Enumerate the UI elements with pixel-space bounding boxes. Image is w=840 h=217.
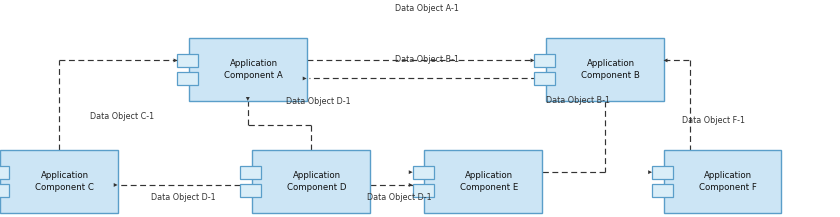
Bar: [652, 166, 673, 179]
Text: Application
Component F: Application Component F: [700, 171, 757, 192]
Text: Data Object D-1: Data Object D-1: [151, 193, 215, 202]
Text: Application
Component A: Application Component A: [224, 59, 283, 80]
Bar: [240, 184, 261, 197]
Bar: [664, 150, 781, 213]
Bar: [177, 54, 198, 67]
Bar: [652, 184, 673, 197]
Text: Data Object F-1: Data Object F-1: [682, 115, 745, 125]
Bar: [424, 150, 542, 213]
Bar: [252, 150, 370, 213]
Text: Data Object D-1: Data Object D-1: [286, 97, 350, 107]
Text: Application
Component D: Application Component D: [287, 171, 346, 192]
Bar: [189, 38, 307, 101]
Bar: [546, 38, 664, 101]
Bar: [0, 150, 118, 213]
Bar: [534, 54, 555, 67]
Text: Data Object A-1: Data Object A-1: [395, 4, 459, 13]
Bar: [177, 72, 198, 85]
Text: Data Object B-1: Data Object B-1: [546, 96, 610, 105]
Bar: [0, 166, 9, 179]
Text: Data Object C-1: Data Object C-1: [90, 112, 154, 121]
Text: Data Object D-1: Data Object D-1: [367, 193, 431, 202]
Text: Application
Component E: Application Component E: [459, 171, 518, 192]
Text: Data Object B-1: Data Object B-1: [395, 54, 459, 64]
Bar: [240, 166, 261, 179]
Bar: [412, 184, 433, 197]
Text: Application
Component C: Application Component C: [35, 171, 94, 192]
Bar: [534, 72, 555, 85]
Text: Application
Component B: Application Component B: [581, 59, 640, 80]
Bar: [412, 166, 433, 179]
Bar: [0, 184, 9, 197]
